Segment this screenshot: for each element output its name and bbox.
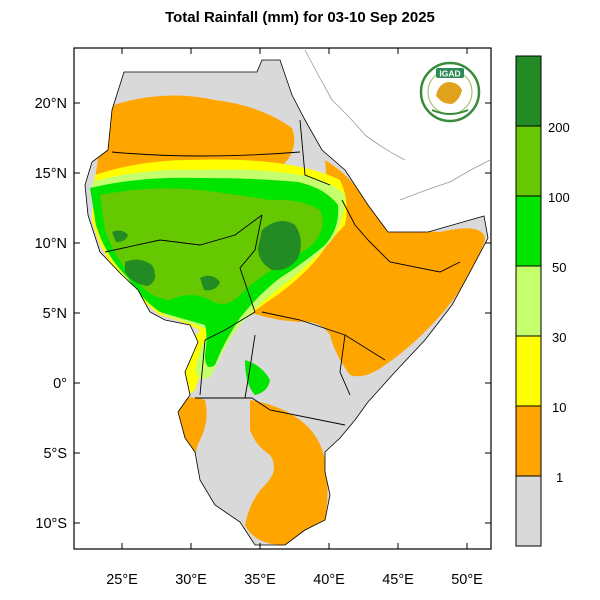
legend-label: 10: [552, 400, 566, 415]
rain-zone-orange-south: [245, 400, 328, 545]
lat-tick-label: 20°N: [35, 96, 67, 112]
legend-swatch: [516, 476, 541, 546]
lat-tick-label: 0°: [53, 376, 67, 392]
rain-zone-green-lakes: [245, 360, 270, 395]
legend-swatch: [516, 196, 541, 266]
africa-shape-icon: [436, 82, 462, 104]
lat-tick-label: 5°S: [43, 446, 67, 462]
lat-tick-label: 5°N: [43, 306, 67, 322]
rain-zone-orange-southwest: [178, 397, 207, 480]
igad-logo-text: IGAD: [439, 69, 460, 79]
lon-axis: [121, 48, 468, 549]
legend-swatch: [516, 126, 541, 196]
lat-tick-label: 10°S: [35, 516, 67, 532]
lon-tick-label: 35°E: [244, 572, 276, 588]
rain-zone-darkgreen-sspatch: [200, 275, 220, 291]
lon-tick-label: 40°E: [313, 572, 345, 588]
legend-label: 200: [548, 120, 570, 135]
legend-label: 100: [548, 190, 570, 205]
country-borders: [104, 119, 461, 426]
lat-tick-label: 15°N: [35, 166, 67, 182]
legend-label: 50: [552, 260, 566, 275]
legend-swatch: [516, 266, 541, 336]
legend-label: 30: [552, 330, 566, 345]
map-title: Total Rainfall (mm) for 03-10 Sep 2025: [165, 9, 435, 26]
lon-tick-label: 25°E: [106, 572, 138, 588]
rain-zone-orange-east: [225, 160, 485, 377]
rain-zone-orange: [95, 95, 295, 180]
legend-label: 1: [556, 470, 563, 485]
rain-zone-medgreen: [100, 188, 323, 304]
lat-tick-label: 10°N: [35, 236, 67, 252]
legend-swatch: [516, 56, 541, 126]
legend-swatch: [516, 406, 541, 476]
igad-logo-banner: [436, 68, 464, 78]
legend-frame: [515, 55, 542, 547]
lon-tick-label: 45°E: [382, 572, 414, 588]
legend-colorbar: [515, 55, 542, 547]
rain-zone-darkgreen-ethiopia: [258, 221, 301, 271]
rain-zone-darkgreen-west: [112, 230, 128, 242]
coastline-outside: [304, 49, 491, 201]
lon-tick-label: 30°E: [175, 572, 207, 588]
laurel-icon: [431, 109, 469, 115]
igad-logo: IGAD: [419, 61, 481, 123]
lat-axis: [74, 102, 491, 524]
rain-zone-darkgreen-sudan: [125, 259, 156, 286]
map-frame: [73, 47, 492, 550]
legend-swatch: [516, 336, 541, 406]
lon-tick-label: 50°E: [451, 572, 483, 588]
rainfall-layer: [90, 95, 485, 545]
